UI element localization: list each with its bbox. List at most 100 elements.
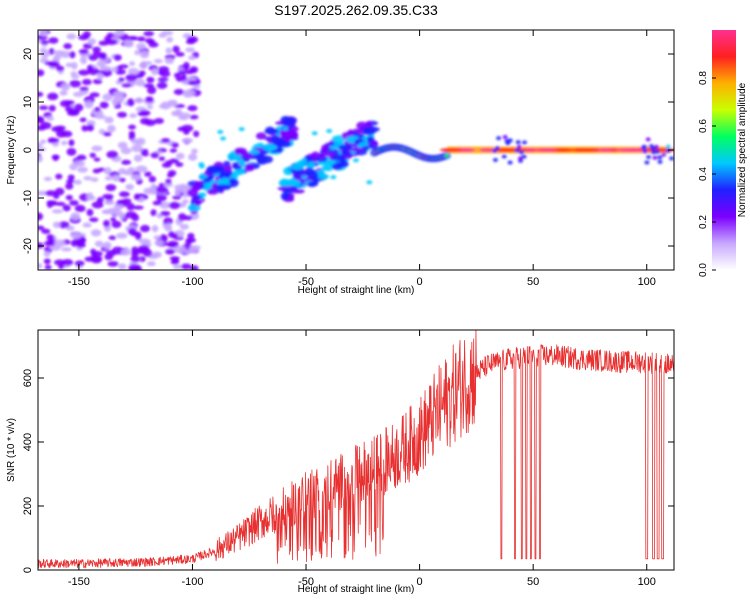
noise-cell	[167, 240, 179, 248]
tone-sidelobe	[515, 140, 521, 145]
noise-cell	[97, 51, 105, 60]
noise-cell	[81, 125, 89, 132]
noise-cell	[46, 116, 55, 122]
colorbar-label: Normalized spectral amplitude	[737, 82, 748, 217]
noise-cell	[43, 258, 51, 265]
noise-cell	[130, 255, 140, 263]
noise-cell	[44, 264, 52, 270]
streak-cell	[219, 177, 232, 186]
noise-cell	[143, 83, 155, 88]
noise-cell	[185, 69, 194, 75]
noise-cell	[53, 50, 65, 55]
streak-cell	[194, 198, 202, 207]
noise-cell	[148, 175, 157, 183]
spectrogram-x-tick-label: -150	[68, 276, 90, 288]
noise-cell	[185, 39, 196, 45]
noise-cell	[152, 251, 162, 258]
snr-y-tick-label: 200	[22, 497, 34, 515]
noise-cell	[193, 130, 200, 138]
noise-cell	[165, 178, 172, 184]
streak-cell	[241, 157, 251, 163]
streak-cell	[350, 147, 364, 152]
noise-cell	[137, 111, 148, 116]
streak-peak	[200, 192, 207, 197]
noise-cell	[158, 103, 168, 109]
noise-cell	[90, 229, 102, 237]
noise-cell	[128, 124, 136, 130]
noise-cell	[104, 200, 115, 205]
streak-peak	[291, 179, 298, 184]
noise-cell	[38, 263, 43, 269]
noise-cell	[183, 61, 190, 70]
noise-cell	[68, 139, 75, 147]
tone-sidelobe	[492, 148, 498, 153]
noise-cell	[91, 201, 104, 209]
streak-cell	[223, 164, 232, 172]
noise-cell	[130, 266, 139, 270]
noise-cell	[104, 167, 112, 175]
noise-cell	[38, 116, 45, 124]
streak-cell	[220, 169, 232, 178]
noise-cell	[70, 232, 82, 240]
noise-cell	[89, 92, 100, 98]
streak-peak	[282, 126, 289, 131]
noise-cell	[61, 140, 68, 146]
noise-cell	[165, 222, 172, 230]
snr-y-axis-title: SNR (10 * v/v)	[6, 418, 17, 482]
noise-cell	[82, 31, 91, 39]
noise-cell	[108, 235, 117, 240]
noise-cell	[171, 142, 179, 148]
streak-cell	[290, 165, 304, 171]
colorbar-tick-label: 0.6	[698, 119, 709, 133]
noise-cell	[175, 52, 185, 57]
noise-cell	[58, 221, 70, 229]
noise-cell	[69, 200, 79, 206]
streak-cell	[257, 159, 268, 165]
streak-peak	[311, 131, 318, 136]
streak-peak	[301, 175, 308, 180]
noise-cell	[129, 113, 137, 119]
noise-cell	[178, 213, 187, 221]
streak-cell	[306, 161, 316, 169]
streak-cell	[244, 163, 255, 172]
streak-peak	[352, 158, 359, 163]
noise-cell	[187, 80, 199, 86]
noise-cell	[65, 182, 74, 190]
spectrogram-x-tick-label: 0	[417, 276, 423, 288]
noise-cell	[38, 225, 45, 231]
noise-cell	[86, 124, 95, 132]
streak-cell	[356, 121, 368, 130]
noise-cell	[38, 69, 45, 77]
tone-sidelobe	[661, 152, 667, 157]
noise-cell	[179, 223, 189, 230]
tone-sidelobe	[652, 155, 658, 160]
streak-cell	[233, 169, 244, 176]
noise-cell	[158, 66, 170, 74]
noise-cell	[79, 86, 89, 91]
tone-core	[597, 148, 614, 152]
noise-cell	[45, 190, 57, 197]
tone-sidelobe	[650, 150, 656, 155]
noise-cell	[185, 47, 196, 53]
noise-cell	[88, 54, 99, 61]
streak-cell	[318, 153, 325, 159]
noise-cell	[133, 193, 141, 201]
noise-cell	[111, 98, 119, 106]
noise-cell	[100, 68, 113, 77]
snr-x-tick-label: 50	[527, 576, 539, 588]
noise-cell	[69, 79, 81, 88]
noise-cell	[55, 173, 63, 180]
noise-cell	[62, 204, 71, 212]
colorbar-tick-label: 0.4	[698, 167, 709, 181]
spectrogram-x-tick-label: -50	[298, 276, 314, 288]
colorbar-gradient	[712, 30, 736, 270]
noise-cell	[86, 64, 94, 72]
noise-cell	[107, 261, 119, 267]
noise-cell	[181, 137, 194, 144]
streak-cell	[307, 181, 319, 187]
noise-cell	[129, 61, 136, 67]
spectrogram-y-tick-label: 10	[22, 96, 34, 108]
noise-cell	[171, 257, 179, 263]
noise-cell	[95, 114, 106, 120]
